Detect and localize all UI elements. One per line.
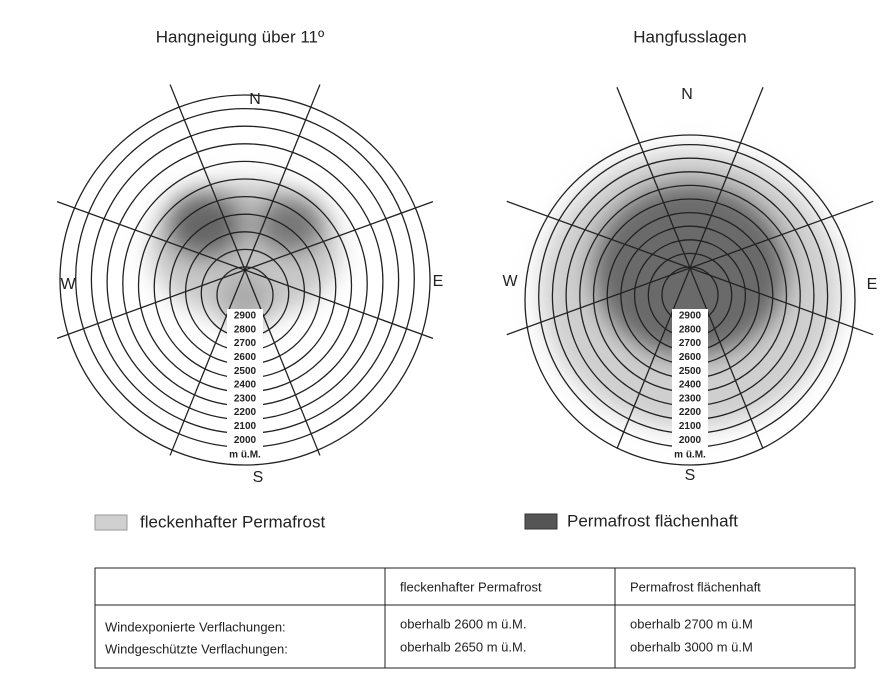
elevation-label: 2600 bbox=[234, 352, 257, 363]
legend-swatch bbox=[524, 513, 558, 530]
label-backing bbox=[672, 309, 708, 457]
elevation-label: 2400 bbox=[679, 380, 702, 391]
compass-label: S bbox=[685, 467, 696, 484]
sector-line bbox=[56, 200, 434, 340]
compass-label: N bbox=[681, 86, 693, 103]
legend-label: Permafrost flächenhaft bbox=[567, 511, 738, 530]
table-border bbox=[94, 567, 856, 669]
elevation-label: 2500 bbox=[679, 366, 702, 377]
compass-label: S bbox=[253, 469, 264, 486]
table-cell: oberhalb 2600 m ü.M. bbox=[400, 616, 526, 631]
elevation-label: 2200 bbox=[234, 407, 257, 418]
elevation-label: 2900 bbox=[679, 311, 702, 322]
rose-diagram: Hangfusslagen 2900 2800 2700 2600 2500 2400 230… bbox=[502, 27, 877, 484]
elevation-label: 2500 bbox=[234, 366, 257, 377]
table-header: Permafrost flächenhaft bbox=[630, 579, 761, 594]
table-cell: Windexponierte Verflachungen: bbox=[105, 619, 286, 634]
elevation-ring bbox=[59, 94, 431, 466]
elevation-label: 2000 bbox=[679, 435, 702, 446]
elevation-label: 2300 bbox=[234, 393, 257, 404]
continuous-zone bbox=[255, 195, 325, 255]
elevation-label: 2000 bbox=[234, 435, 257, 446]
compass-label: E bbox=[433, 273, 444, 290]
diagram-title: Hangfusslagen bbox=[633, 27, 746, 46]
elevation-label: 2400 bbox=[234, 380, 257, 391]
sector-line bbox=[506, 200, 874, 336]
table-header: fleckenhafter Permafrost bbox=[400, 579, 542, 594]
elevation-label: 2700 bbox=[679, 338, 702, 349]
elevation-label: 2800 bbox=[679, 324, 702, 335]
elevation-label: 2900 bbox=[234, 311, 257, 322]
legend-label: fleckenhafter Permafrost bbox=[140, 512, 325, 531]
elevation-unit: m ü.M. bbox=[229, 450, 261, 461]
compass-label: N bbox=[249, 91, 261, 108]
table-cell: oberhalb 2650 m ü.M. bbox=[400, 639, 526, 654]
elevation-label: 2600 bbox=[679, 352, 702, 363]
table-cell: oberhalb 3000 m ü.M bbox=[630, 639, 753, 654]
rose-diagram: Hangneigung über 11º 2900 2800 2700 2600 2500… bbox=[56, 27, 444, 486]
label-backing bbox=[227, 309, 263, 457]
elevation-label: 2200 bbox=[679, 407, 702, 418]
elevation-label: 2100 bbox=[234, 421, 257, 432]
elevation-label: 2700 bbox=[234, 338, 257, 349]
table-cell: Windgeschützte Verflachungen: bbox=[105, 641, 288, 656]
table bbox=[94, 567, 856, 669]
elevation-unit: m ü.M. bbox=[674, 450, 706, 461]
elevation-ring bbox=[524, 134, 856, 466]
compass-label: W bbox=[502, 273, 518, 290]
compass-label: E bbox=[867, 276, 878, 293]
legend-swatch bbox=[94, 514, 128, 531]
table-cell: oberhalb 2700 m ü.M bbox=[630, 616, 753, 631]
elevation-label: 2300 bbox=[679, 393, 702, 404]
elevation-label: 2800 bbox=[234, 324, 257, 335]
continuous-zone bbox=[590, 180, 790, 360]
diagram-title: Hangneigung über 11º bbox=[156, 27, 324, 46]
permafrost-zones bbox=[150, 150, 840, 430]
compass-label: W bbox=[60, 276, 76, 293]
elevation-label: 2100 bbox=[679, 421, 702, 432]
